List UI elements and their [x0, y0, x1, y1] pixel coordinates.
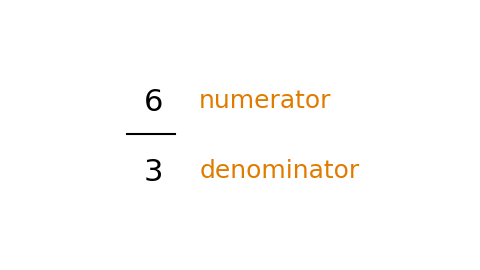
- Text: 3: 3: [144, 158, 163, 187]
- Text: denominator: denominator: [199, 160, 360, 183]
- Text: numerator: numerator: [199, 89, 332, 113]
- Text: 6: 6: [144, 88, 163, 117]
